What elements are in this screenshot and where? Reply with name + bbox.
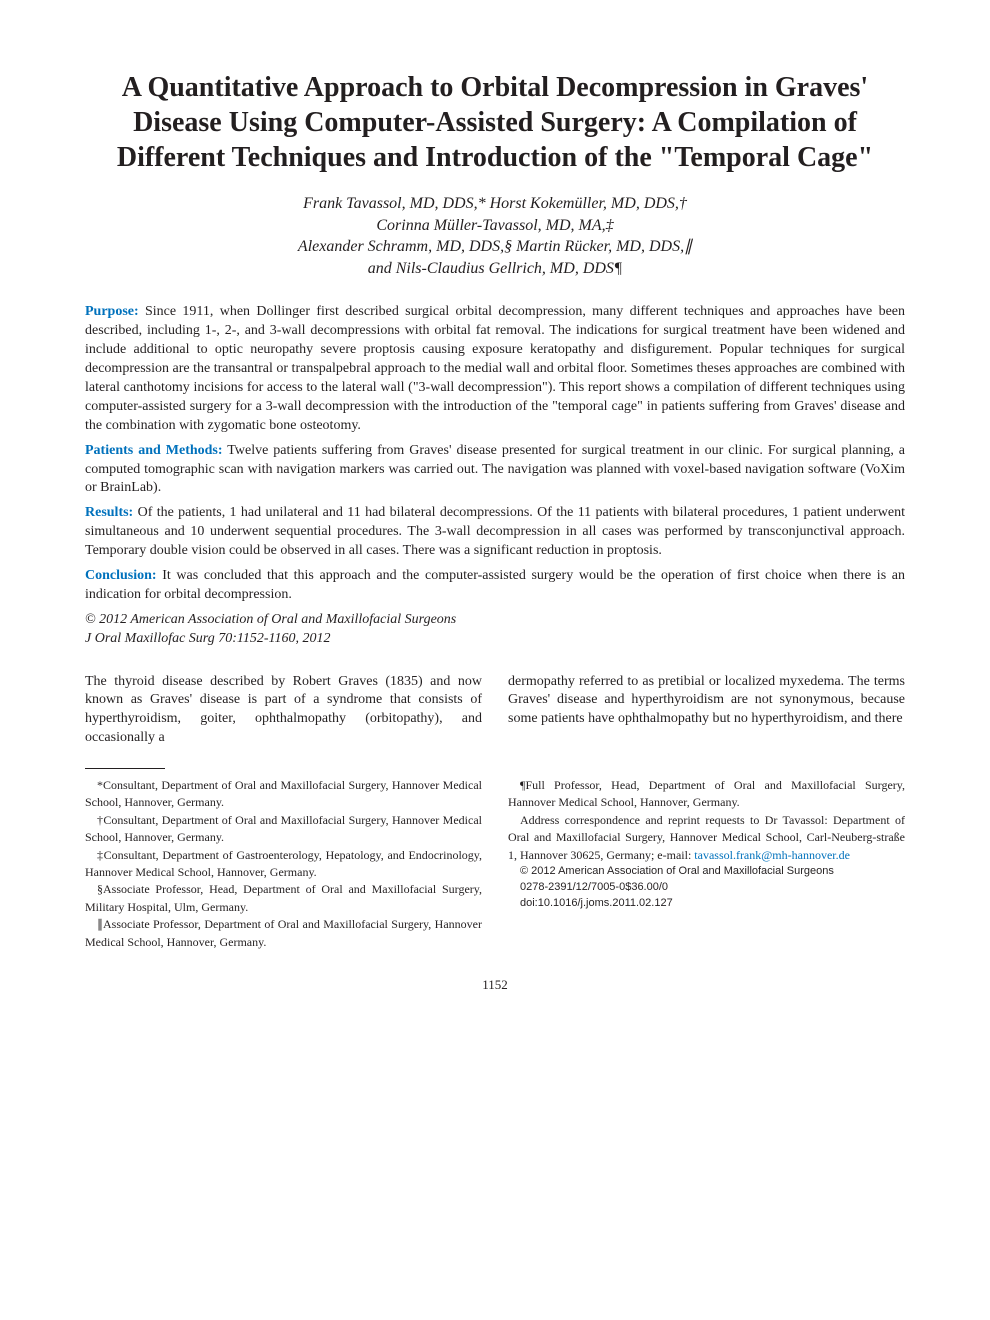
abstract-heading-results: Results: xyxy=(85,505,133,520)
page-number: 1152 xyxy=(85,977,905,993)
abstract-results: Results: Of the patients, 1 had unilater… xyxy=(85,504,905,561)
abstract-text: Of the patients, 1 had unilateral and 11… xyxy=(85,505,905,558)
affiliations-rule xyxy=(85,768,165,769)
copyright-footer: © 2012 American Association of Oral and … xyxy=(508,864,905,880)
issn-line: 0278-2391/12/7005-0$36.00/0 xyxy=(508,880,905,896)
abstract-text: It was concluded that this approach and … xyxy=(85,568,905,602)
authors-line: and Nils-Claudius Gellrich, MD, DDS¶ xyxy=(85,258,905,280)
affiliations-left: *Consultant, Department of Oral and Maxi… xyxy=(85,777,482,951)
affiliation: ¶Full Professor, Head, Department of Ora… xyxy=(508,777,905,812)
doi-line: doi:10.1016/j.joms.2011.02.127 xyxy=(508,896,905,912)
authors-block: Frank Tavassol, MD, DDS,* Horst Kokemüll… xyxy=(85,193,905,279)
abstract-purpose: Purpose: Since 1911, when Dollinger firs… xyxy=(85,303,905,435)
affiliation: *Consultant, Department of Oral and Maxi… xyxy=(85,777,482,812)
authors-line: Corinna Müller-Tavassol, MD, MA,‡ xyxy=(85,215,905,237)
abstract-heading-purpose: Purpose: xyxy=(85,304,139,319)
authors-line: Alexander Schramm, MD, DDS,§ Martin Rück… xyxy=(85,236,905,258)
affiliation: ∥Associate Professor, Department of Oral… xyxy=(85,916,482,951)
article-title: A Quantitative Approach to Orbital Decom… xyxy=(85,70,905,175)
authors-line: Frank Tavassol, MD, DDS,* Horst Kokemüll… xyxy=(85,193,905,215)
affiliation: †Consultant, Department of Oral and Maxi… xyxy=(85,812,482,847)
abstract-heading-patients: Patients and Methods: xyxy=(85,443,223,458)
affiliation: §Associate Professor, Head, Department o… xyxy=(85,881,482,916)
correspondence: Address correspondence and reprint reque… xyxy=(508,812,905,864)
abstract-heading-conclusion: Conclusion: xyxy=(85,568,157,583)
affiliations-right: ¶Full Professor, Head, Department of Ora… xyxy=(508,777,905,951)
correspondence-email[interactable]: tavassol.frank@mh-hannover.de xyxy=(694,848,850,862)
affiliations-block: *Consultant, Department of Oral and Maxi… xyxy=(85,768,905,951)
body-column-left: The thyroid disease described by Robert … xyxy=(85,673,482,749)
journal-citation: J Oral Maxillofac Surg 70:1152-1160, 201… xyxy=(85,630,905,649)
body-column-right: dermopathy referred to as pretibial or l… xyxy=(508,673,905,749)
body-columns: The thyroid disease described by Robert … xyxy=(85,673,905,749)
abstract-text: Since 1911, when Dollinger first describ… xyxy=(85,304,905,432)
copyright-line: © 2012 American Association of Oral and … xyxy=(85,611,905,630)
abstract-conclusion: Conclusion: It was concluded that this a… xyxy=(85,567,905,605)
affiliation: ‡Consultant, Department of Gastroenterol… xyxy=(85,847,482,882)
abstract-patients: Patients and Methods: Twelve patients su… xyxy=(85,442,905,499)
